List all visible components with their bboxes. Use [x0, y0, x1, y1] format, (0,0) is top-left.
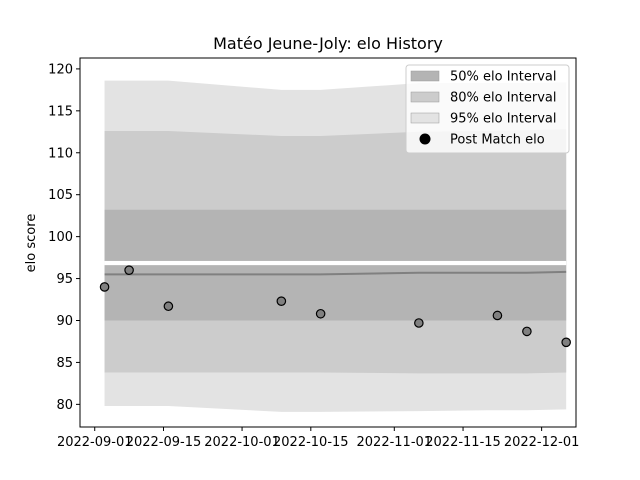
y-tick-label: 80: [56, 398, 73, 413]
interval-gap: [104, 260, 567, 266]
y-tick-label: 85: [56, 356, 73, 371]
axes-frame: [79, 57, 577, 428]
legend-marker: [419, 133, 431, 145]
axes: 80 85 90 95 100 105 110 115 120 2022-09-012022-09…: [48, 57, 580, 450]
mean-elo-line: [104, 270, 567, 276]
x-tick-label: 2022-10-01: [204, 435, 280, 450]
legend-swatch: [410, 112, 440, 124]
chart-title: Matéo Jeune-Joly: elo History: [213, 34, 443, 53]
post-match-elo-point: [492, 310, 503, 321]
y-tick-label: 90: [56, 314, 73, 329]
legend-label: 50% elo Interval: [450, 70, 557, 85]
x-tick-label: 2022-09-15: [126, 435, 202, 450]
y-tick-label: 105: [48, 188, 73, 203]
x-tick-label: 2022-09-01: [57, 435, 133, 450]
post-match-elo-point: [276, 296, 287, 307]
legend-label: 80% elo Interval: [450, 91, 557, 106]
y-tick-label: 110: [48, 146, 73, 161]
x-tick-label: 2022-12-01: [504, 435, 580, 450]
post-match-elo-point: [124, 265, 134, 275]
post-match-elo-point: [99, 282, 110, 292]
y-tick-label: 100: [48, 230, 73, 245]
plot-area: [99, 80, 571, 412]
y-tick-label: 115: [48, 104, 73, 119]
y-tick-label: 95: [56, 272, 73, 287]
legend: 50% elo Interval 80% elo Interval 95% elo …: [405, 64, 570, 154]
x-tick-label: 2022-11-01: [357, 435, 433, 450]
post-match-elo-point: [561, 337, 571, 348]
post-match-elo-point: [315, 308, 326, 319]
legend-label: 95% elo Interval: [450, 112, 557, 127]
legend-swatch: [410, 91, 440, 103]
legend-swatch: [410, 70, 440, 82]
post-match-elo-point: [163, 301, 174, 312]
post-match-elo-point: [414, 318, 424, 328]
legend-label: Post Match elo: [450, 133, 545, 148]
y-axis-label: elo score: [24, 214, 39, 273]
x-tick-label: 2022-11-15: [425, 435, 501, 450]
x-tick-label: 2022-10-15: [273, 435, 349, 450]
post-match-elo-point: [522, 326, 532, 337]
legend-box: [405, 64, 570, 154]
y-tick-label: 120: [48, 62, 73, 77]
